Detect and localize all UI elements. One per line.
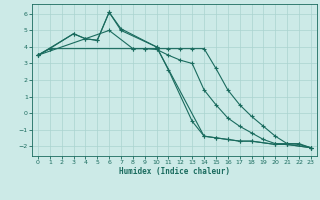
X-axis label: Humidex (Indice chaleur): Humidex (Indice chaleur)	[119, 167, 230, 176]
